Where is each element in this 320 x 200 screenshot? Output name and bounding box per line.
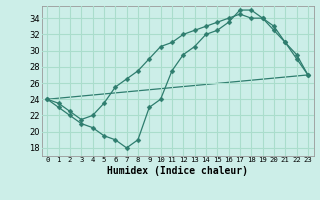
X-axis label: Humidex (Indice chaleur): Humidex (Indice chaleur) bbox=[107, 166, 248, 176]
